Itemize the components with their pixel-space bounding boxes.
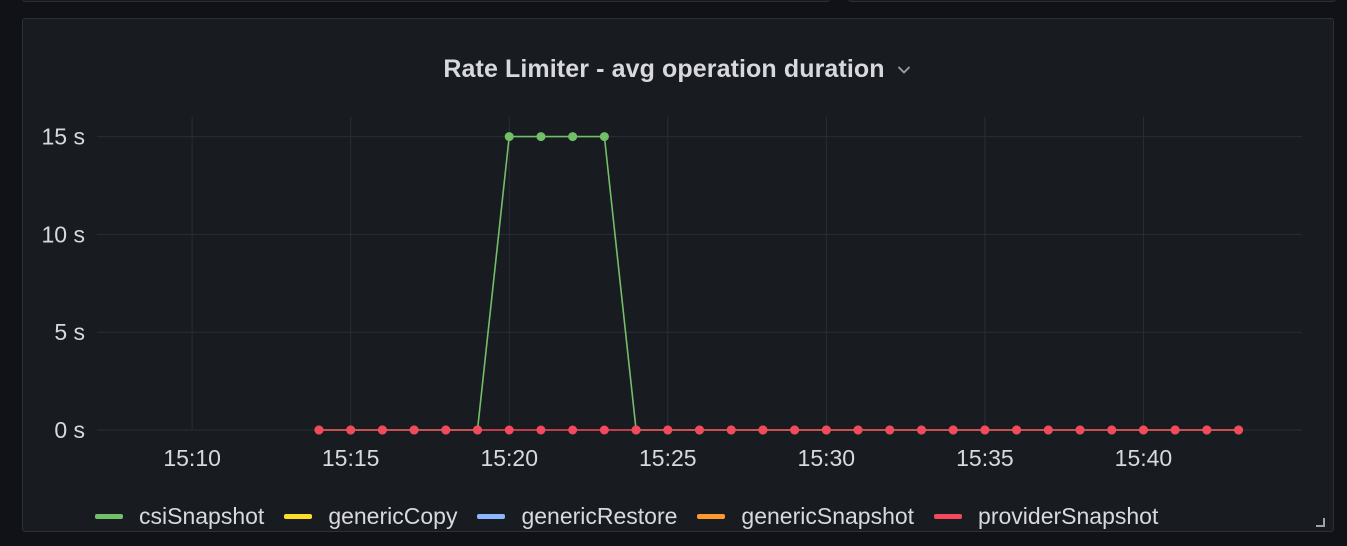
series-line — [319, 135, 1239, 431]
data-point — [980, 425, 990, 435]
data-point — [821, 425, 831, 435]
data-point — [1012, 425, 1022, 435]
x-tick-label: 15:40 — [1115, 445, 1173, 471]
y-tick-label: 10 s — [42, 221, 85, 247]
series-csiSnapshot — [314, 132, 1244, 435]
legend: csiSnapshot genericCopy genericRestore gene… — [95, 503, 1158, 530]
data-point — [536, 425, 546, 435]
data-point — [314, 425, 324, 435]
x-tick-label: 15:30 — [798, 445, 856, 471]
adjacent-panel-right — [848, 0, 1336, 2]
data-point — [916, 425, 926, 435]
panel-title[interactable]: Rate Limiter - avg operation duration — [443, 55, 885, 83]
panel-header[interactable]: Rate Limiter - avg operation duration — [23, 55, 1333, 84]
data-point — [1075, 425, 1085, 435]
grid-lines — [97, 117, 1302, 431]
x-tick-label: 15:20 — [480, 445, 538, 471]
legend-swatch — [95, 514, 123, 519]
x-tick-label: 15:35 — [956, 445, 1014, 471]
data-point — [790, 425, 800, 435]
legend-item-genericCopy[interactable]: genericCopy — [284, 503, 457, 530]
legend-swatch — [697, 514, 726, 519]
y-tick-label: 5 s — [54, 319, 85, 345]
resize-handle-icon[interactable] — [1313, 515, 1325, 527]
data-point — [1043, 425, 1053, 435]
data-point — [885, 425, 895, 435]
data-point — [758, 425, 768, 435]
legend-label: csiSnapshot — [139, 503, 265, 529]
legend-item-providerSnapshot[interactable]: providerSnapshot — [934, 503, 1158, 530]
data-point — [1170, 425, 1180, 435]
data-point — [1107, 425, 1117, 435]
legend-item-genericSnapshot[interactable]: genericSnapshot — [697, 503, 914, 530]
data-point — [536, 132, 546, 142]
data-point — [663, 425, 673, 435]
legend-label: genericRestore — [521, 503, 678, 529]
chart-panel: Rate Limiter - avg operation duration 0 … — [22, 18, 1334, 532]
data-point — [568, 425, 578, 435]
data-point — [568, 132, 578, 142]
data-point — [631, 425, 641, 435]
data-point — [1234, 425, 1244, 435]
adjacent-panel-left — [22, 0, 830, 2]
legend-label: genericCopy — [328, 503, 458, 529]
legend-item-csiSnapshot[interactable]: csiSnapshot — [95, 503, 264, 530]
legend-label: genericSnapshot — [741, 503, 915, 529]
legend-swatch — [477, 514, 506, 519]
data-point — [346, 425, 356, 435]
y-tick-label: 0 s — [54, 417, 85, 443]
legend-swatch — [934, 514, 963, 519]
data-point — [853, 425, 863, 435]
legend-swatch — [284, 514, 313, 519]
data-point — [948, 425, 958, 435]
x-tick-label: 15:15 — [322, 445, 380, 471]
data-point — [599, 132, 609, 142]
data-point — [1202, 425, 1212, 435]
data-point — [599, 425, 609, 435]
data-point — [504, 425, 514, 435]
data-point — [409, 425, 419, 435]
time-series-plot[interactable]: 0 s 5 s 10 s 15 s 15:10 15:15 15:20 15:25 15:30 1… — [23, 19, 1333, 531]
data-point — [726, 425, 736, 435]
data-point — [473, 425, 483, 435]
data-point — [377, 425, 387, 435]
chevron-down-icon[interactable] — [895, 61, 913, 79]
y-tick-label: 15 s — [42, 124, 85, 150]
data-point — [441, 425, 451, 435]
x-tick-label: 15:10 — [163, 445, 221, 471]
data-point — [1138, 425, 1148, 435]
data-point — [504, 132, 514, 142]
x-tick-label: 15:25 — [639, 445, 697, 471]
series-providerSnapshot — [314, 425, 1244, 435]
data-point — [695, 425, 704, 435]
legend-label: providerSnapshot — [978, 503, 1159, 529]
legend-item-genericRestore[interactable]: genericRestore — [477, 503, 677, 530]
